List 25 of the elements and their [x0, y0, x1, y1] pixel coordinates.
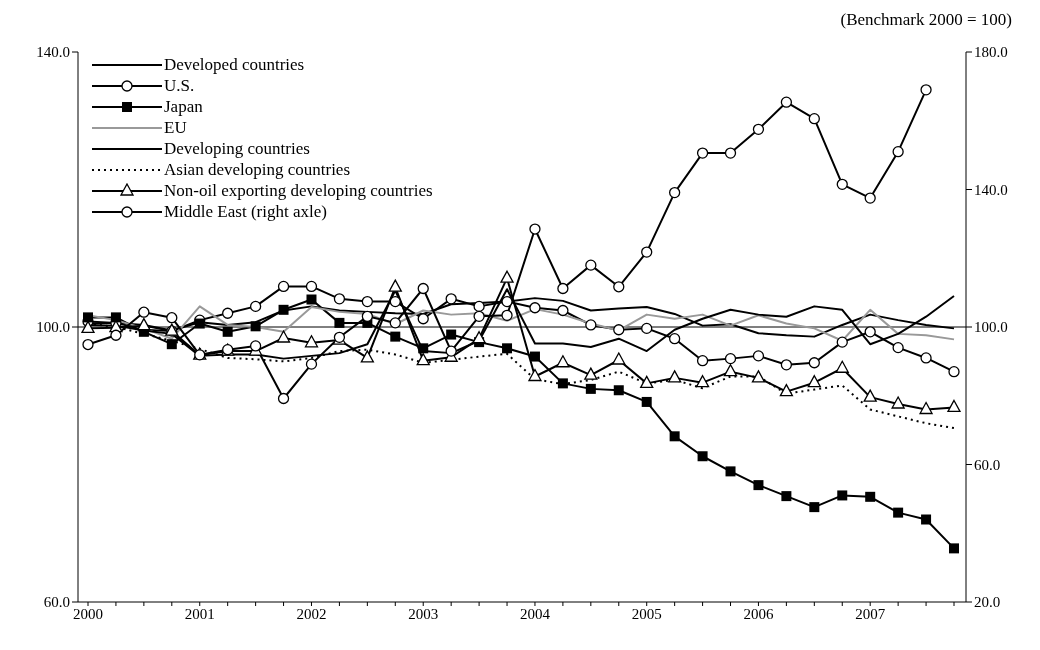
- x-tick-label: 2005: [631, 605, 662, 622]
- legend-label: EU: [164, 117, 187, 138]
- legend-label: Asian developing countries: [164, 159, 351, 180]
- legend-label: Middle East (right axle): [164, 201, 327, 222]
- y-tick-label: 100.0: [36, 319, 70, 336]
- x-tick-label: 2006: [743, 605, 774, 622]
- y2-tick-label: 20.0: [974, 594, 1001, 611]
- x-tick-label: 2000: [73, 605, 103, 622]
- y2-tick-label: 100.0: [974, 319, 1008, 336]
- x-tick-label: 2003: [408, 605, 439, 622]
- x-tick-label: 2007: [855, 605, 886, 622]
- text: (Benchmark 2000 = 100): [840, 10, 1012, 30]
- y2-tick-label: 140.0: [974, 181, 1008, 198]
- legend-label: Non-oil exporting developing countries: [164, 180, 433, 201]
- y-tick-label: 140.0: [36, 44, 70, 61]
- legend-label: Developing countries: [164, 138, 310, 159]
- y2-tick-label: 60.0: [974, 456, 1001, 473]
- y-tick-label: 60.0: [43, 594, 70, 611]
- legend-label: Developed countries: [164, 54, 305, 75]
- y2-tick-label: 180.0: [974, 44, 1008, 61]
- legend-label: U.S.: [164, 75, 195, 96]
- x-tick-label: 2004: [519, 605, 551, 622]
- x-tick-label: 2002: [296, 605, 327, 622]
- x-tick-label: 2001: [184, 605, 215, 622]
- legend-label: Japan: [164, 96, 203, 117]
